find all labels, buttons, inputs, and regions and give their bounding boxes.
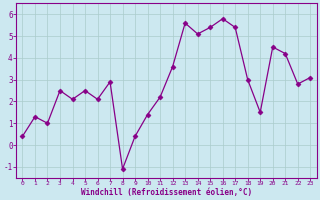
X-axis label: Windchill (Refroidissement éolien,°C): Windchill (Refroidissement éolien,°C) xyxy=(81,188,252,197)
